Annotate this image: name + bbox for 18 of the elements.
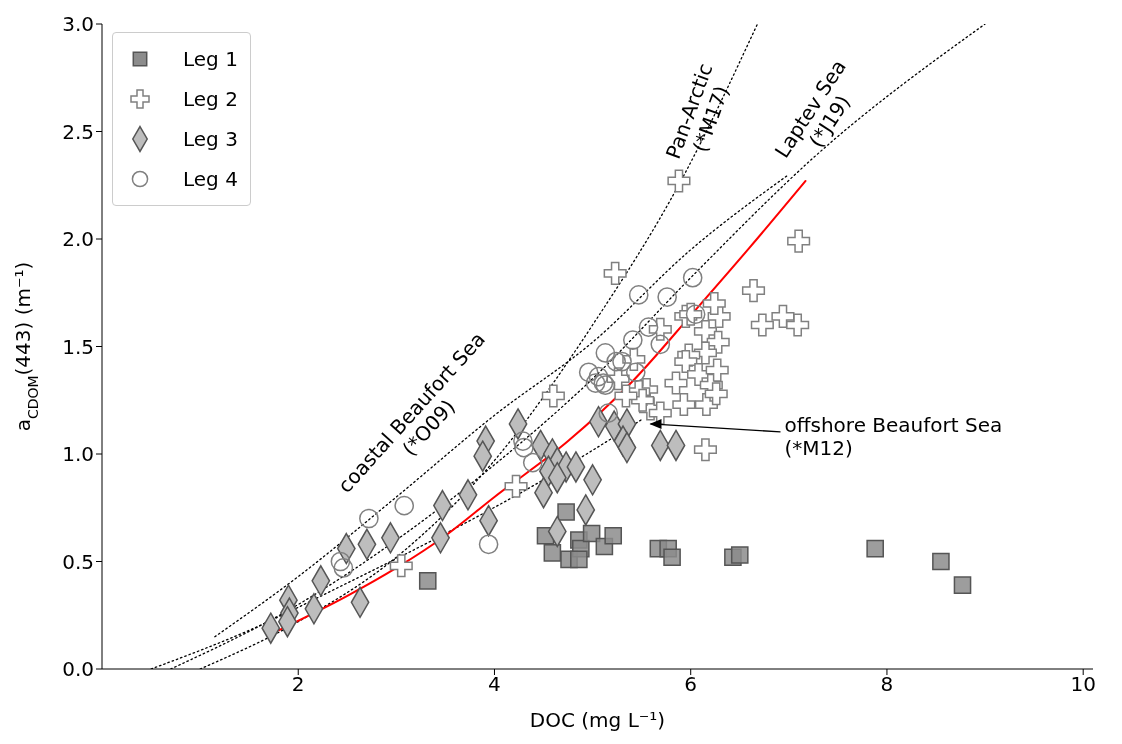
y-tick-label: 2.0 [62,227,94,252]
y-tick-label: 2.5 [62,119,94,144]
legend-label: Leg 1 [183,47,238,71]
x-tick-label: 8 [880,672,894,697]
legend-label: Leg 3 [183,127,238,151]
y-tick-label: 0.0 [62,657,94,682]
x-tick-label: 4 [488,672,501,697]
x-tick-label: 6 [684,672,698,697]
x-tick-label: 10 [1070,672,1096,697]
y-tick-label: 1.5 [62,334,94,359]
y-tick-label: 3.0 [62,12,94,37]
x-tick-label: 2 [291,672,305,697]
annotation: offshore Beaufort Sea (*M12) [784,413,1003,461]
y-tick-label: 0.5 [62,549,94,574]
legend-label: Leg 4 [183,167,238,191]
y-tick-label: 1.0 [62,442,94,467]
x-axis-title: DOC (mg L⁻¹) [529,708,666,732]
legend-label: Leg 2 [183,87,238,111]
